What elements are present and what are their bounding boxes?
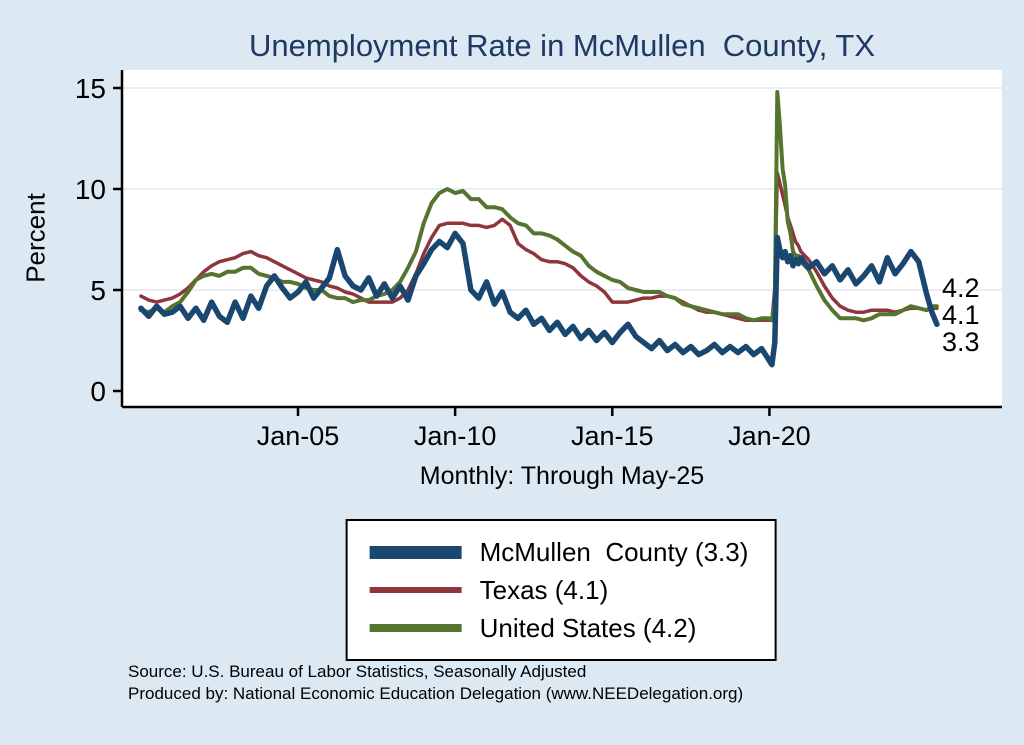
plot-area: [122, 70, 1002, 407]
y-tick-label: 0: [90, 376, 106, 407]
y-tick-label: 10: [75, 174, 106, 205]
produced-by-note: Produced by: National Economic Education…: [128, 684, 744, 703]
chart-subtitle: Monthly: Through May-25: [419, 462, 705, 490]
y-axis-label: Percent: [20, 193, 51, 283]
legend: McMullen County (3.3) Texas (4.1) United…: [345, 519, 777, 661]
legend-swatch-united-states-line: [369, 624, 462, 632]
y-tick-label: 5: [90, 275, 106, 306]
series-line-mcmullen-county-3-3-: [138, 230, 940, 368]
legend-item-united-states: United States (4.2): [369, 609, 749, 647]
y-tick-label: 15: [75, 73, 106, 104]
legend-item-mcmullen-county: McMullen County (3.3): [369, 533, 749, 571]
legend-item-texas: Texas (4.1): [369, 571, 749, 609]
end-value-label: 4.2: [942, 273, 980, 303]
x-tick-label: Jan-05: [257, 421, 340, 451]
x-tick-label: Jan-20: [728, 421, 811, 451]
end-value-label: 3.3: [942, 327, 980, 357]
source-note: Source: U.S. Bureau of Labor Statistics,…: [128, 662, 587, 681]
legend-swatch-mcmullen-county-line: [369, 545, 462, 559]
page-title: Unemployment Rate in McMullen County, TX: [249, 28, 875, 63]
series-line-texas-4-1-: [139, 171, 939, 323]
legend-label: Texas (4.1): [479, 574, 609, 605]
legend-label: United States (4.2): [479, 612, 697, 643]
x-tick-label: Jan-15: [571, 421, 654, 451]
legend-label: McMullen County (3.3): [479, 536, 749, 567]
end-value-label: 4.1: [942, 300, 980, 330]
legend-swatch-texas-line: [369, 587, 462, 593]
x-tick-label: Jan-10: [414, 421, 497, 451]
